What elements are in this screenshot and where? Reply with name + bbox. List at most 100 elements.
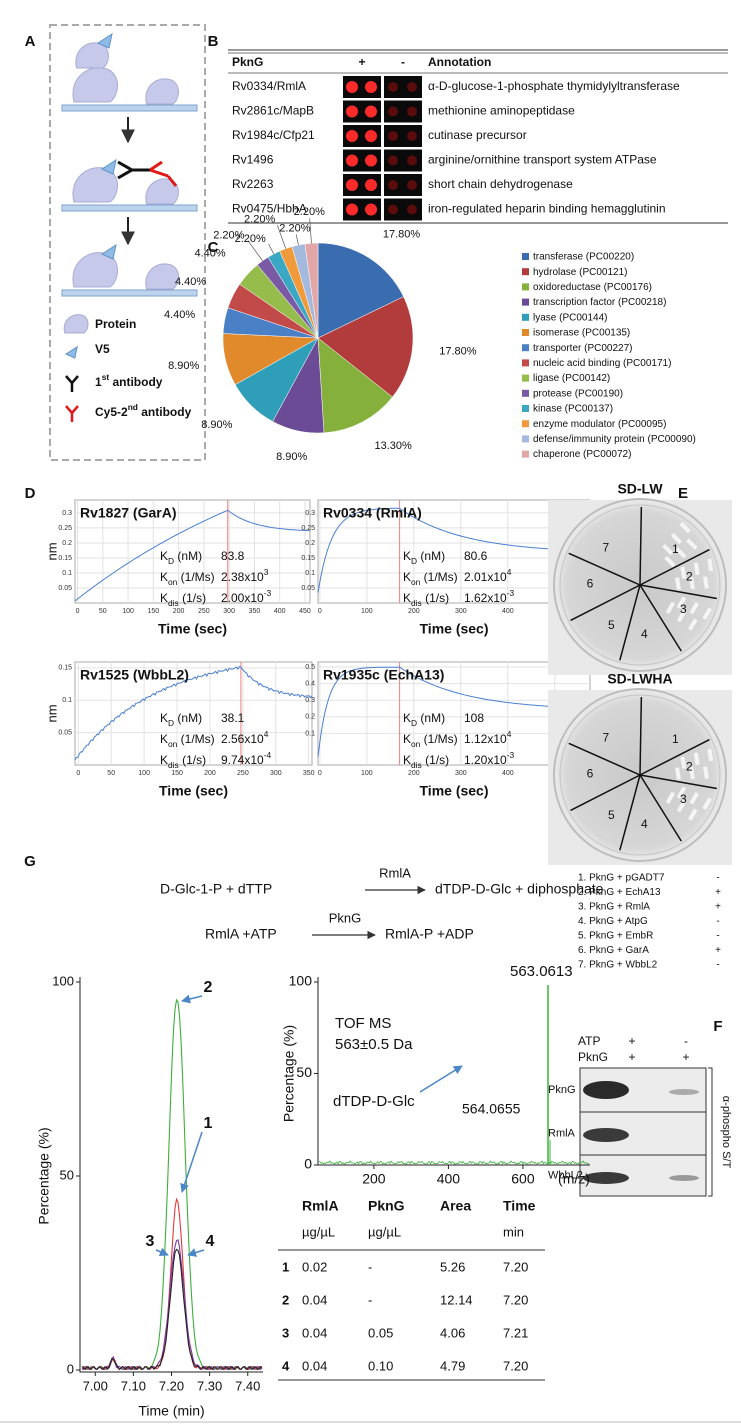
- spot: [388, 180, 398, 190]
- param-label-part: (1/s): [422, 591, 449, 605]
- y-tick-label: 0.05: [301, 585, 315, 592]
- y-axis-label: Percentage (%): [281, 1025, 297, 1122]
- peak-mass: 563.0613: [510, 963, 573, 980]
- peak-arrow: [155, 1247, 169, 1257]
- peak-label: 1: [204, 1115, 213, 1132]
- leader: [247, 240, 263, 262]
- pie-label: 8.90%: [168, 360, 199, 372]
- table-unit: min: [503, 1224, 524, 1239]
- x-tick-label: 200: [204, 770, 216, 777]
- colony-streak: [679, 521, 691, 534]
- spot: [365, 179, 377, 191]
- param-value-part: 83.8: [221, 549, 245, 563]
- x-axis-label: Time (sec): [159, 783, 228, 799]
- axes: [79, 977, 263, 1373]
- pie-label: 2.20%: [213, 230, 244, 242]
- x-tick-label: 7.30: [197, 1378, 222, 1393]
- reaction-text: dTDP-D-Glc + diphosphate: [435, 881, 604, 897]
- x-tick-label: 0: [318, 770, 322, 777]
- spot: [407, 180, 417, 190]
- colony-streak: [688, 808, 698, 821]
- y-tick-label: 0.1: [62, 570, 72, 577]
- table-cell: 4.06: [440, 1325, 465, 1340]
- table-cell: -: [368, 1292, 372, 1307]
- pie-label: 17.80%: [439, 345, 477, 357]
- param-label-part: on: [411, 739, 421, 749]
- spot: [388, 155, 398, 166]
- peak-arrow: [187, 1248, 205, 1257]
- sector-number: 3: [680, 602, 687, 616]
- param-value: 1.20x10-3: [464, 750, 514, 767]
- param-label-part: K: [403, 711, 411, 725]
- pie-label: 2.20%: [244, 213, 275, 225]
- annotation: iron-regulated heparin binding hemagglut…: [428, 202, 666, 216]
- param-value-part: 2.38x10: [221, 570, 264, 584]
- protein-icon: [145, 78, 179, 105]
- chromatogram-trace: [81, 1197, 263, 1371]
- colony-streak: [676, 786, 687, 799]
- antibody-icon: [149, 160, 178, 187]
- param-label-part: (1/Ms): [420, 570, 457, 584]
- param-label-part: K: [160, 591, 168, 605]
- sector-line: [570, 584, 641, 622]
- legend-text: hydrolase (PC00121): [533, 267, 628, 278]
- x-tick-label: 300: [455, 608, 467, 615]
- dashed-frame: [49, 24, 206, 461]
- param-label-part: (nM): [417, 711, 445, 725]
- x-tick-label: 100: [138, 770, 150, 777]
- legend-swatch: [522, 450, 529, 458]
- param-value: 80.6: [464, 549, 488, 563]
- x-tick-label: 300: [270, 770, 282, 777]
- spot: [346, 154, 358, 167]
- colony-streak: [702, 607, 712, 620]
- param-label-part: (nM): [417, 549, 445, 563]
- param-value: 83.8: [221, 549, 245, 563]
- list-sign: -: [716, 873, 719, 884]
- legend-text: Cy5-2nd antibody: [95, 402, 192, 419]
- panel-label: C: [208, 239, 219, 256]
- sensorgram-curve: [74, 665, 313, 761]
- gene-name: Rv0475/HbhA: [232, 202, 307, 216]
- param-label-part: (nM): [174, 711, 202, 725]
- bracket: [708, 1067, 713, 1197]
- legend-swatch: [522, 298, 529, 306]
- spot: [388, 82, 398, 92]
- param-label: KD (nM): [160, 549, 202, 566]
- colony-streak: [689, 601, 699, 615]
- table-header: Annotation: [428, 55, 491, 69]
- y-tick-label: 100: [52, 973, 74, 988]
- param-value-part: 2.56x10: [221, 732, 264, 746]
- x-tick-label: 200: [173, 608, 185, 615]
- legend-text-part: antibody: [138, 405, 192, 419]
- annotation: α-D-glucose-1-phosphate thymidylyltransf…: [428, 79, 680, 93]
- param-label: KD (nM): [403, 549, 445, 566]
- spot: [407, 131, 417, 141]
- param-value-part: 9.74x10: [221, 753, 264, 767]
- v5-icon: [100, 243, 117, 260]
- x-axis-label: Time (sec): [420, 621, 489, 637]
- y-tick-label: 0.5: [305, 664, 315, 671]
- colony-streak: [680, 756, 687, 769]
- colony-streak: [680, 566, 687, 579]
- label-arrow: [419, 1065, 463, 1093]
- sector-line: [639, 738, 710, 776]
- list-sign: +: [715, 902, 721, 913]
- x-axis-label: Time (sec): [420, 783, 489, 799]
- param-label-part: K: [160, 549, 168, 563]
- legend-text-part: st: [102, 372, 110, 382]
- pie-label: 2.20%: [294, 206, 325, 218]
- param-label: Kon (1/Ms): [160, 732, 215, 749]
- sector-line: [570, 774, 641, 812]
- sector-line: [568, 742, 641, 776]
- param-value: 1.62x10-3: [464, 588, 514, 605]
- legend-text: ligase (PC00142): [533, 373, 610, 384]
- sector-number: 6: [587, 576, 594, 590]
- gene-name: Rv2263: [232, 177, 274, 191]
- legend-text-part: nd: [128, 402, 138, 412]
- table-cell: -: [368, 1259, 372, 1274]
- row-label: PknG: [548, 1084, 576, 1096]
- colony-streak: [665, 791, 676, 804]
- arrow-label: dTDP-D-Glc: [333, 1093, 415, 1110]
- pie-slice: [317, 242, 404, 339]
- x-tick-label: 100: [361, 770, 373, 777]
